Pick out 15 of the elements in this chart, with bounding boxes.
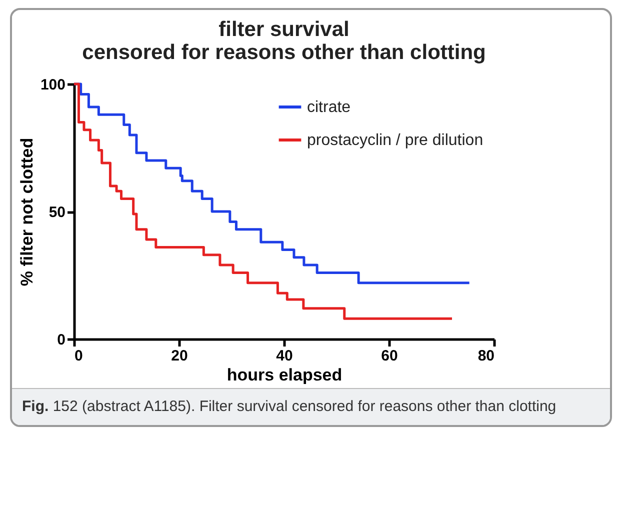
legend-label: citrate (307, 99, 351, 116)
x-tick-label: 80 (478, 348, 494, 364)
x-axis-title: hours elapsed (226, 366, 342, 384)
text: censored for reasons other than clotting (82, 41, 486, 64)
y-axis-title: % filter not clotted (17, 138, 36, 286)
y-tick-label: 50 (48, 204, 66, 221)
x-tick-label: 40 (276, 348, 293, 364)
legend-label: prostacyclin / pre dilution (307, 132, 484, 149)
x-tick-label: 60 (381, 348, 398, 364)
x-tick-label: 20 (171, 348, 188, 364)
text: filter survival (218, 18, 350, 41)
y-tick-label: 100 (40, 76, 66, 94)
caption: Fig. 152 (abstract A1185). Filter survival censored for reasons other than clotting (22, 397, 558, 416)
x-tick-label: 0 (74, 348, 83, 364)
y-tick-label: 0 (57, 332, 66, 348)
